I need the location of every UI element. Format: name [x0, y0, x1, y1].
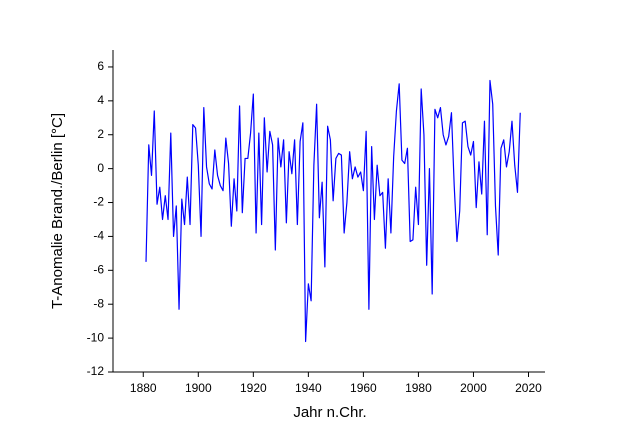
x-tick-label: 1980: [405, 381, 432, 395]
y-tick-label: -10: [87, 330, 105, 344]
x-tick-label: 2000: [460, 381, 487, 395]
x-tick-label: 2020: [515, 381, 542, 395]
x-tick-label: 1960: [350, 381, 377, 395]
y-tick-label: -12: [87, 364, 105, 378]
y-tick-label: -6: [93, 262, 104, 276]
y-tick-label: -2: [93, 195, 104, 209]
y-axis-title: T-Anomalie Brand./Berlin [°C]: [49, 113, 66, 309]
y-tick-label: 2: [97, 127, 104, 141]
y-tick-label: -4: [93, 229, 104, 243]
x-tick-label: 1920: [240, 381, 267, 395]
y-tick-label: -8: [93, 296, 104, 310]
y-tick-label: 6: [97, 59, 104, 73]
x-tick-label: 1900: [185, 381, 212, 395]
y-tick-label: 4: [97, 93, 104, 107]
x-tick-label: 1880: [130, 381, 157, 395]
data-line: [145, 79, 521, 343]
x-axis-title: Jahr n.Chr.: [293, 404, 366, 421]
y-tick-label: 0: [97, 161, 104, 175]
x-tick-label: 1940: [295, 381, 322, 395]
